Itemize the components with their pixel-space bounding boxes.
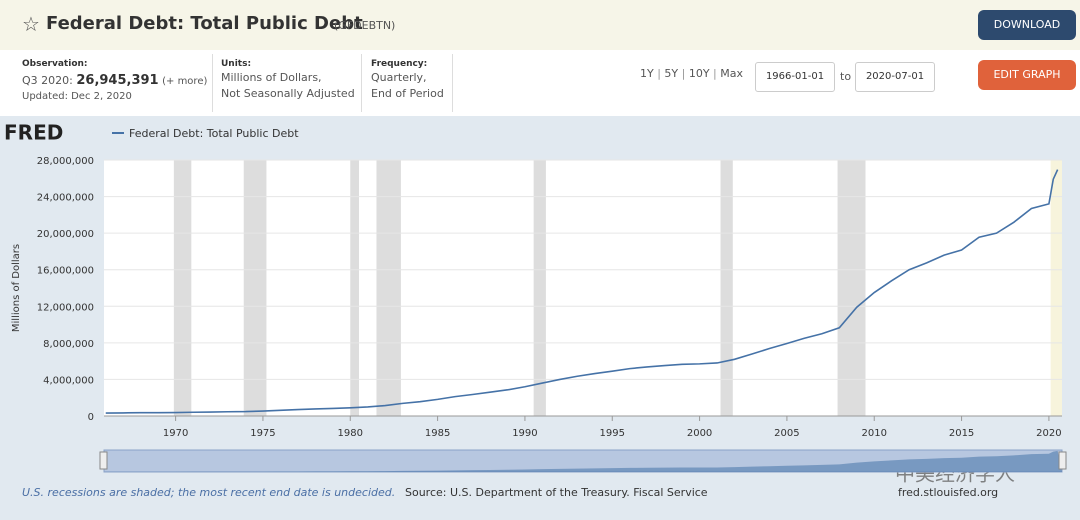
series-id: (GFDEBTN) [334,19,396,32]
x-tick-label: 1985 [425,428,450,439]
divider [452,54,453,112]
logo: FRED [4,121,63,145]
x-tick-label: 2000 [687,428,712,439]
range-link[interactable]: 1Y [640,67,654,80]
download-button[interactable]: DOWNLOAD [978,10,1076,40]
text: Not Seasonally Adjusted [221,87,355,100]
y-tick-label: 4,000,000 [43,375,94,386]
y-tick-label: 12,000,000 [37,302,94,313]
label: Frequency: [371,59,428,69]
y-tick-label: 24,000,000 [37,193,94,204]
separator: | [678,67,689,80]
legend-label: Federal Debt: Total Public Debt [129,127,299,140]
star-icon[interactable]: ☆ [22,12,40,36]
divider [361,54,362,112]
navigator-handle[interactable] [99,451,108,470]
label: Observation: [22,59,88,69]
x-tick-label: 1990 [512,428,537,439]
y-tick-label: 16,000,000 [37,266,94,277]
recession-band [350,160,360,416]
recession-band [533,160,546,416]
start-date-input[interactable]: 1966-01-01 [755,62,835,92]
range-link[interactable]: 5Y [664,67,679,80]
recession-band [376,160,401,416]
navigator-area [104,450,1062,472]
footer-site: fred.stlouisfed.org [898,486,998,499]
label: Units: [221,59,252,69]
recession-band [720,160,733,416]
separator: | [653,67,665,80]
text: Q3 2020: 26,945,391 (+ more) [22,73,207,88]
x-tick-label: 1995 [600,428,625,439]
edit-graph-button[interactable]: EDIT GRAPH [978,60,1076,90]
recession-band [243,160,267,416]
text: Q3 2020: [22,74,73,87]
text: Millions of Dollars, [221,71,322,84]
recession-band [1050,160,1062,416]
y-tick-label: 28,000,000 [37,156,94,167]
link[interactable]: (+ more) [162,76,208,87]
x-tick-label: 2005 [774,428,799,439]
header-bar: ☆ Federal Debt: Total Public Debt (GFDEB… [0,0,1080,50]
data-line [105,169,1059,414]
recession-band [173,160,192,416]
y-tick-label: 20,000,000 [37,229,94,240]
x-tick-label: 2010 [862,428,887,439]
footer-source: Source: U.S. Department of the Treasury.… [405,486,708,499]
value: 26,945,391 [76,73,159,88]
x-tick-label: 1980 [338,428,363,439]
text: End of Period [371,87,444,100]
x-tick-label: 1975 [250,428,275,439]
x-tick-label: 1970 [163,428,188,439]
y-axis-label: Millions of Dollars [11,244,22,332]
range-link[interactable]: 10Y [688,67,710,80]
x-tick-label: 2020 [1036,428,1061,439]
y-tick-label: 0 [88,412,94,423]
info-bar: Observation: Q3 2020: 26,945,391 (+ more… [0,50,1080,116]
range-links: 1Y | 5Y | 10Y | Max [640,67,743,80]
x-tick-label: 2015 [949,428,974,439]
divider [212,54,213,112]
text: to [840,70,852,83]
range-link[interactable]: Max [720,67,744,80]
footer-note: U.S. recessions are shaded; the most rec… [22,486,395,499]
recession-band [837,160,866,416]
text: Updated: Dec 2, 2020 [22,91,132,102]
navigator-handle[interactable] [1058,451,1067,470]
text: Quarterly, [371,71,427,84]
end-date-input[interactable]: 2020-07-01 [855,62,935,92]
title: Federal Debt: Total Public Debt [46,13,363,34]
y-tick-label: 8,000,000 [43,339,94,350]
separator: | [709,67,721,80]
